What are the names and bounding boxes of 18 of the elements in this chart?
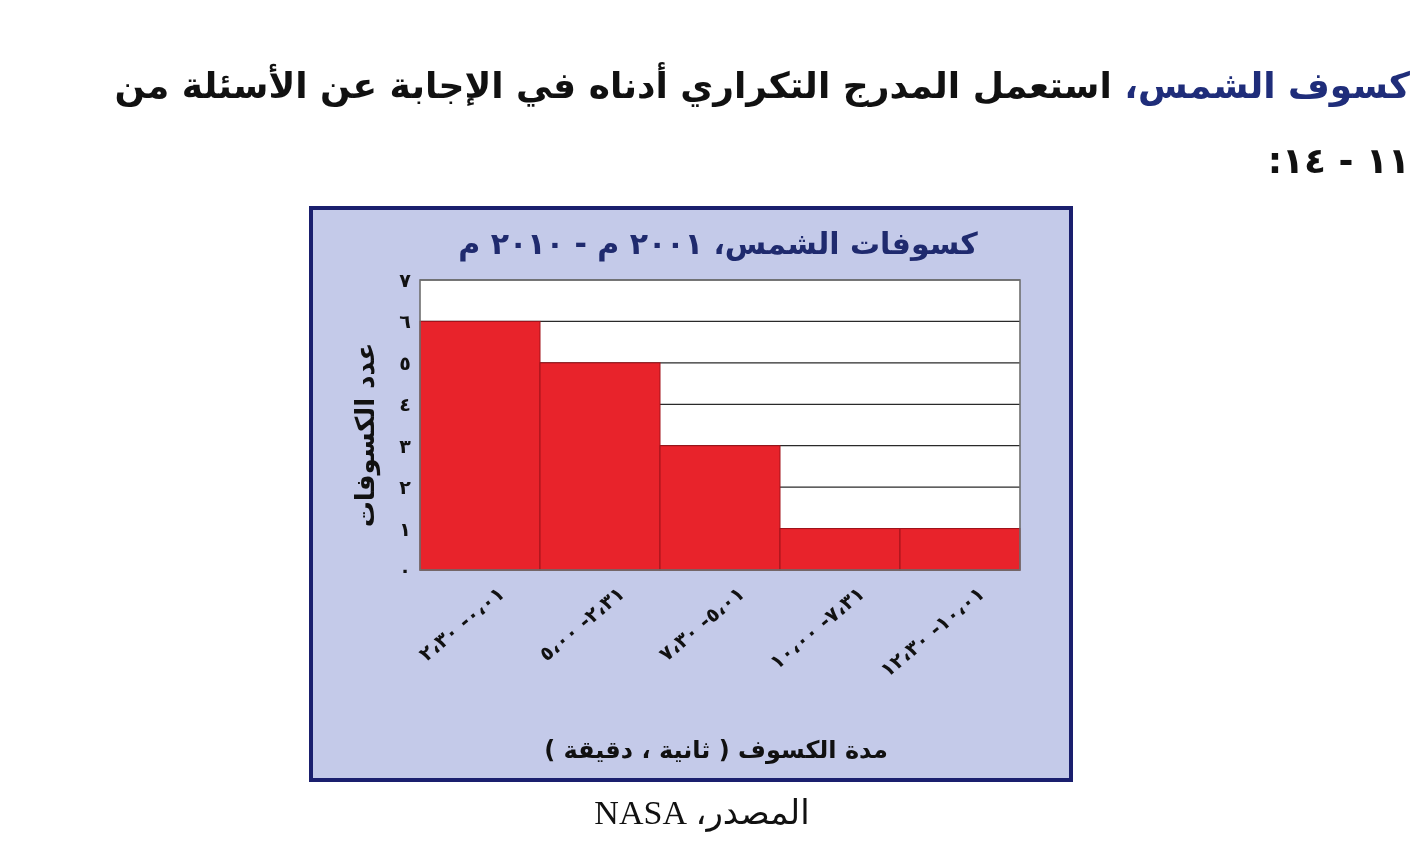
x-axis-title: مدة الكسوف ( ثانية ، دقيقة ) <box>544 736 888 764</box>
text: كسوف الشمس، <box>1124 65 1410 106</box>
y-tick-label: ٢ <box>399 476 412 499</box>
y-tick-label: ٣ <box>399 434 412 457</box>
y-tick-label: ١ <box>399 517 411 540</box>
x-tick-label: ٧،٣١- ١٠،٠٠ <box>764 581 869 674</box>
x-tick-label: ١٠،٠١- ١٢،٣٠ <box>875 581 989 682</box>
y-tick-label: ٠ <box>399 559 411 581</box>
y-tick-label: ٥ <box>399 351 411 374</box>
x-tick-label: ٠،٠١- ٢،٣٠ <box>414 581 509 667</box>
x-tick-label: ٥،٠١- ٧،٣٠ <box>654 581 749 667</box>
y-axis-title: عدد الكسوفات <box>350 342 381 528</box>
x-tick-label: ٢،٣١- ٥،٠٠ <box>534 581 629 667</box>
y-tick-label: ٧ <box>399 269 412 291</box>
text: المصدر، NASA <box>594 793 810 832</box>
y-tick-label: ٤ <box>399 393 411 416</box>
y-tick-label: ٦ <box>399 310 411 333</box>
chart-title: كسوفات الشمس، ٢٠٠١ م - ٢٠١٠ م <box>458 225 979 262</box>
